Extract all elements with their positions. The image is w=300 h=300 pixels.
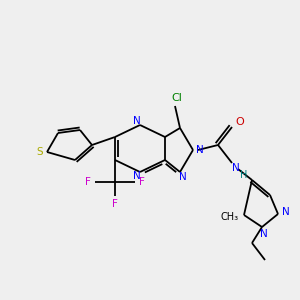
Text: N: N: [232, 163, 240, 173]
Text: F: F: [112, 199, 118, 209]
Text: F: F: [139, 177, 145, 187]
Text: N: N: [196, 145, 204, 155]
Text: N: N: [133, 171, 141, 181]
Text: H: H: [240, 170, 248, 180]
Text: N: N: [179, 172, 187, 182]
Text: S: S: [37, 147, 43, 157]
Text: N: N: [133, 116, 141, 126]
Text: O: O: [236, 117, 244, 127]
Text: N: N: [260, 229, 268, 239]
Text: N: N: [282, 207, 290, 217]
Text: F: F: [85, 177, 91, 187]
Text: Cl: Cl: [172, 93, 182, 103]
Text: CH₃: CH₃: [221, 212, 239, 222]
